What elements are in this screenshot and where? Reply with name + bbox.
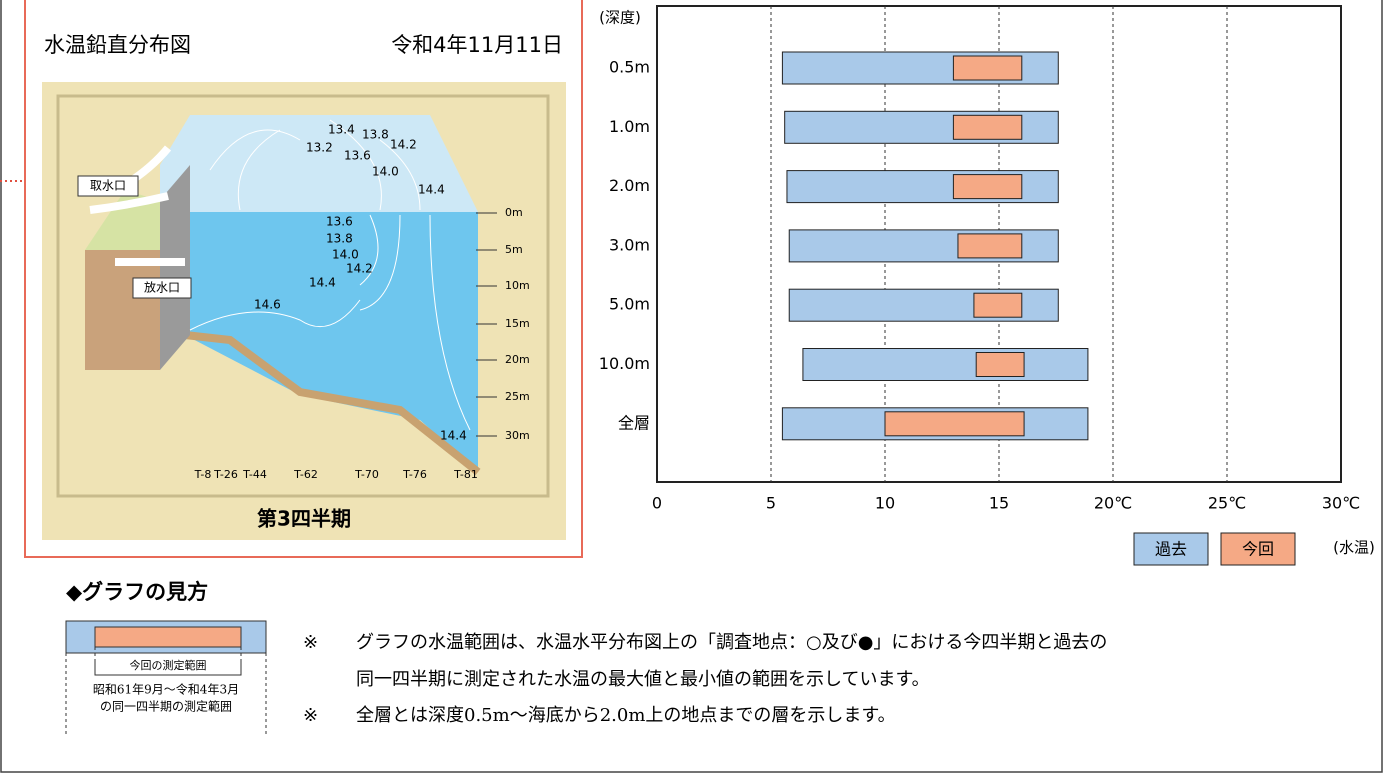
range-bar [957, 233, 1023, 259]
range-bar [952, 55, 1023, 81]
guide-current: 今回の測定範囲 [130, 658, 207, 672]
contour-label: 14.0 [372, 165, 399, 179]
guide-heading: ◆グラフの見方 [66, 580, 208, 604]
y-tick-label: 5.0m [609, 295, 650, 314]
guide-current-bar [94, 626, 242, 648]
x-axis-label: (水温) [1333, 539, 1375, 557]
contour-label: 14.2 [390, 138, 417, 152]
seafloor [184, 331, 481, 476]
x-tick-label: 5 [766, 494, 776, 513]
outlet-label: 放水口 [144, 280, 180, 295]
contour-label: 14.4 [309, 276, 336, 290]
note-line: 全層とは深度0.5m～海底から2.0m上の地点までの層を示します。 [356, 705, 896, 726]
diagram-inner [56, 94, 550, 498]
quarter-label: 第3四半期 [257, 507, 351, 531]
x-tick-label: 15 [989, 494, 1009, 513]
contour-label: 14.4 [440, 429, 467, 443]
y-tick-label: 3.0m [609, 235, 650, 254]
note-line: 同一四半期に測定された水温の最大値と最小値の範囲を示しています。 [356, 669, 930, 690]
range-bar [884, 411, 1025, 437]
depth-label: 10m [505, 279, 530, 292]
y-tick-label: 1.0m [609, 117, 650, 136]
contour-label: 13.2 [306, 141, 333, 155]
station-label: T-81 [453, 468, 478, 481]
guide-bracket [94, 660, 242, 676]
legend-label: 今回 [1242, 540, 1274, 559]
diagram-title: 水温鉛直分布図 [44, 33, 191, 57]
x-tick-label: 10 [875, 494, 895, 513]
range-bar [952, 174, 1023, 200]
note-mark: ※ [303, 632, 318, 653]
contour-label: 14.4 [418, 183, 445, 197]
range-bar [952, 114, 1023, 140]
diagram-date: 令和4年11月11日 [391, 33, 563, 57]
x-tick-label: 30℃ [1322, 494, 1360, 513]
x-tick-label: 25℃ [1208, 494, 1246, 513]
depth-label: 25m [505, 390, 530, 403]
guide-past: 昭和61年9月～令和4年3月 [93, 682, 239, 697]
contour-label: 13.4 [328, 123, 355, 137]
land [85, 250, 160, 370]
x-tick-label: 20℃ [1094, 494, 1132, 513]
range-bar [973, 292, 1023, 318]
depth-label: 30m [505, 429, 530, 442]
station-label: T-44 [242, 468, 267, 481]
guide-past: の同一四半期の測定範囲 [100, 699, 232, 714]
depth-label: 0m [505, 206, 523, 219]
range-bar [975, 352, 1025, 377]
contour-label: 14.2 [346, 262, 373, 276]
legend-label: 過去 [1155, 540, 1187, 559]
contours-upper [209, 119, 421, 211]
y-tick-label: 10.0m [599, 354, 650, 373]
legend-swatch [1220, 532, 1296, 566]
depth-label: 5m [505, 243, 523, 256]
outlet-box [132, 277, 192, 299]
contour-label: 13.8 [362, 128, 389, 142]
contour-label: 13.8 [326, 232, 353, 246]
x-tick-label: 0 [652, 494, 662, 513]
depth-label: 15m [505, 317, 530, 330]
intake-box [77, 175, 139, 197]
water [185, 212, 478, 472]
note-line: グラフの水温範囲は、水温水平分布図上の「調査地点：○及び●」における今四半期と過… [356, 632, 1107, 653]
legend-swatch [1133, 532, 1209, 566]
contour-label: 14.0 [332, 248, 359, 262]
station-label: T-26 [213, 468, 238, 481]
depth-label: 20m [505, 353, 530, 366]
y-tick-label: 0.5m [609, 58, 650, 77]
contour-label: 13.6 [326, 215, 353, 229]
contour-label: 14.6 [254, 298, 281, 312]
contour-label: 13.6 [344, 149, 371, 163]
station-label: T-76 [402, 468, 427, 481]
intake-label: 取水口 [90, 179, 126, 193]
y-tick-label: 全層 [618, 413, 650, 432]
range-bar [802, 348, 1089, 381]
y-axis-label: (深度) [599, 9, 641, 27]
y-tick-label: 2.0m [609, 176, 650, 195]
station-label: T-8 [194, 468, 212, 481]
wall [160, 165, 190, 370]
note-mark: ※ [303, 705, 318, 726]
station-label: T-70 [354, 468, 379, 481]
station-label: T-62 [293, 468, 318, 481]
contours-lower [189, 214, 471, 431]
upper-water [190, 115, 478, 212]
